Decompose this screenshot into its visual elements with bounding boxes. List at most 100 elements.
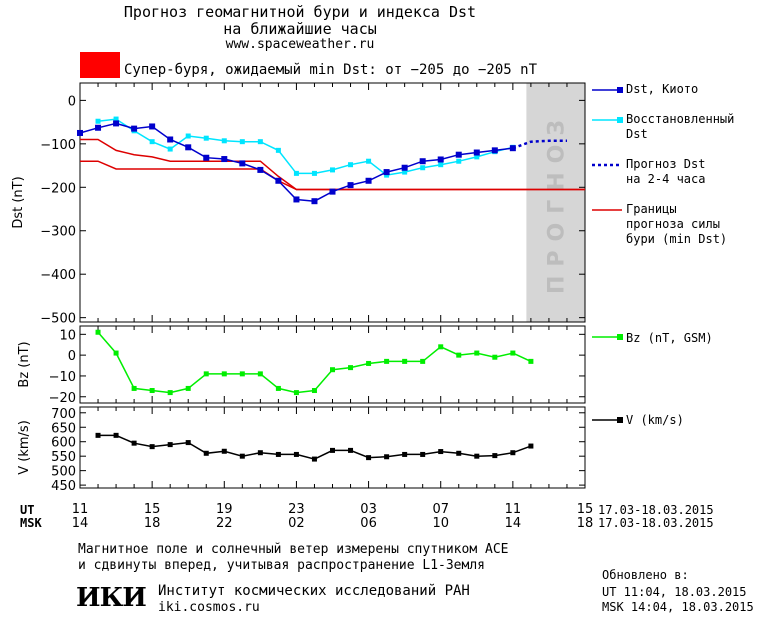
- storm-forecast-text: Супер-буря, ожидаемый min Dst: от −205 д…: [124, 62, 538, 78]
- bz-point: [149, 388, 155, 394]
- source-url[interactable]: www.spaceweather.ru: [225, 37, 375, 52]
- panel-frame-0: [79, 82, 586, 323]
- legend-forecast-label-1: Прогноз Dst: [626, 157, 706, 171]
- solar-wind-speed-point: [149, 444, 155, 450]
- msk-tick-label: 22: [216, 516, 233, 531]
- y-tick-label: 450: [51, 479, 76, 494]
- ut-tick-label: 11: [505, 502, 522, 517]
- msk-axis-label: MSK: [20, 516, 42, 530]
- legend-restored-label-1: Восстановленный: [626, 112, 735, 126]
- restored-dst-point: [348, 162, 354, 168]
- y-axis-label: Dst (nT): [11, 176, 26, 228]
- restored-dst-point: [113, 116, 119, 122]
- dst-kyoto-point: [311, 198, 318, 205]
- bz-point: [474, 350, 480, 356]
- solar-wind-speed-point: [203, 450, 209, 456]
- updated-ut: UT 11:04, 18.03.2015: [602, 585, 747, 599]
- restored-dst-point: [221, 138, 227, 144]
- solar-wind-speed-point: [95, 432, 101, 438]
- y-tick-label: −100: [40, 138, 76, 153]
- restored-dst-legend-marker: [617, 117, 623, 123]
- y-tick-label: −300: [40, 225, 76, 240]
- solar-wind-speed-point: [221, 448, 227, 454]
- legend-bounds-label-3: бури (min Dst): [626, 232, 728, 246]
- legend-dst-label: Dst, Киото: [626, 82, 699, 96]
- dst-kyoto-point: [149, 123, 156, 130]
- y-tick-label: 10: [59, 328, 76, 343]
- y-tick-label: 0: [68, 349, 76, 364]
- y-tick-label: 550: [51, 450, 76, 465]
- ut-date-range: 17.03-18.03.2015: [598, 503, 714, 517]
- dst-kyoto-point: [383, 169, 390, 176]
- institute-site[interactable]: iki.cosmos.ru: [158, 600, 260, 615]
- solar-wind-speed-point: [257, 450, 263, 456]
- solar-wind-speed-point: [275, 451, 281, 457]
- restored-dst-point: [167, 146, 173, 152]
- solar-wind-speed-point: [293, 451, 299, 457]
- legend-bounds-label-2: прогноза силы: [626, 217, 720, 231]
- y-tick-label: 650: [51, 421, 76, 436]
- restored-dst-point: [330, 167, 335, 173]
- msk-tick-label: 14: [72, 516, 89, 531]
- msk-tick-label: 18: [144, 516, 161, 531]
- y-axis-label: Bz (nT): [17, 341, 32, 387]
- ut-tick-label: 23: [288, 502, 305, 517]
- bz-point: [456, 352, 462, 358]
- bz-point: [167, 390, 173, 396]
- solar-wind-speed-point: [420, 451, 426, 457]
- bz-point: [438, 344, 444, 350]
- restored-dst-line: [97, 118, 514, 176]
- institute-name: Институт космических исследований РАН: [158, 583, 470, 599]
- bz-point: [203, 371, 209, 377]
- solar-wind-speed-point: [384, 454, 390, 460]
- msk-tick-label: 18: [577, 516, 594, 531]
- dst-kyoto-point: [257, 166, 264, 173]
- y-tick-label: −400: [40, 268, 76, 283]
- measurement-note-1: Магнитное поле и солнечный ветер измерен…: [78, 542, 509, 557]
- restored-dst-point: [275, 147, 281, 153]
- dst-kyoto-point: [275, 177, 282, 184]
- dst-kyoto-point: [347, 182, 354, 189]
- ut-tick-label: 19: [216, 502, 233, 517]
- y-tick-label: 500: [51, 465, 76, 480]
- bz-point: [330, 367, 335, 373]
- msk-tick-label: 14: [505, 516, 522, 531]
- solar-wind-speed-point: [510, 450, 516, 456]
- legend-restored-label-2: Dst: [626, 127, 648, 141]
- measurement-note-2: и сдвинуты вперед, учитывая распростране…: [78, 558, 485, 573]
- solar-wind-speed-point: [330, 447, 335, 453]
- restored-dst-point: [366, 158, 372, 164]
- restored-dst-point: [311, 170, 317, 176]
- ut-tick-label: 15: [577, 502, 594, 517]
- bz-point: [420, 358, 426, 364]
- panel-frame-2: [79, 406, 586, 489]
- updated-label: Обновлено в:: [602, 568, 689, 582]
- bz-point: [95, 329, 101, 335]
- bounds-upper-line: [80, 138, 585, 191]
- dst-kyoto-point: [113, 120, 120, 127]
- restored-dst-point: [293, 170, 299, 176]
- solar-wind-speed-point: [185, 440, 191, 446]
- solar-wind-speed-legend-marker: [617, 417, 623, 423]
- solar-wind-speed-point: [366, 455, 372, 461]
- y-tick-label: 0: [68, 94, 76, 109]
- solar-wind-speed-point: [239, 453, 245, 459]
- dst-kyoto-point: [221, 156, 228, 163]
- legend-forecast-label-2: на 2-4 часа: [626, 172, 706, 186]
- bz-point: [366, 360, 372, 366]
- restored-dst-point: [474, 154, 480, 160]
- bz-point: [492, 354, 498, 360]
- solar-wind-speed-point: [167, 442, 173, 448]
- restored-dst-point: [185, 133, 191, 139]
- ut-tick-label: 15: [144, 502, 161, 517]
- restored-dst-point: [203, 135, 209, 141]
- solar-wind-speed-point: [113, 432, 119, 438]
- bz-point: [275, 385, 281, 391]
- solar-wind-speed-point: [492, 453, 498, 459]
- dst-kyoto-point: [455, 151, 462, 158]
- bz-point: [528, 358, 534, 364]
- restored-dst-point: [438, 162, 444, 168]
- dst-kyoto-point: [131, 125, 138, 132]
- dst-kyoto-point: [365, 177, 372, 184]
- msk-tick-label: 02: [288, 516, 305, 531]
